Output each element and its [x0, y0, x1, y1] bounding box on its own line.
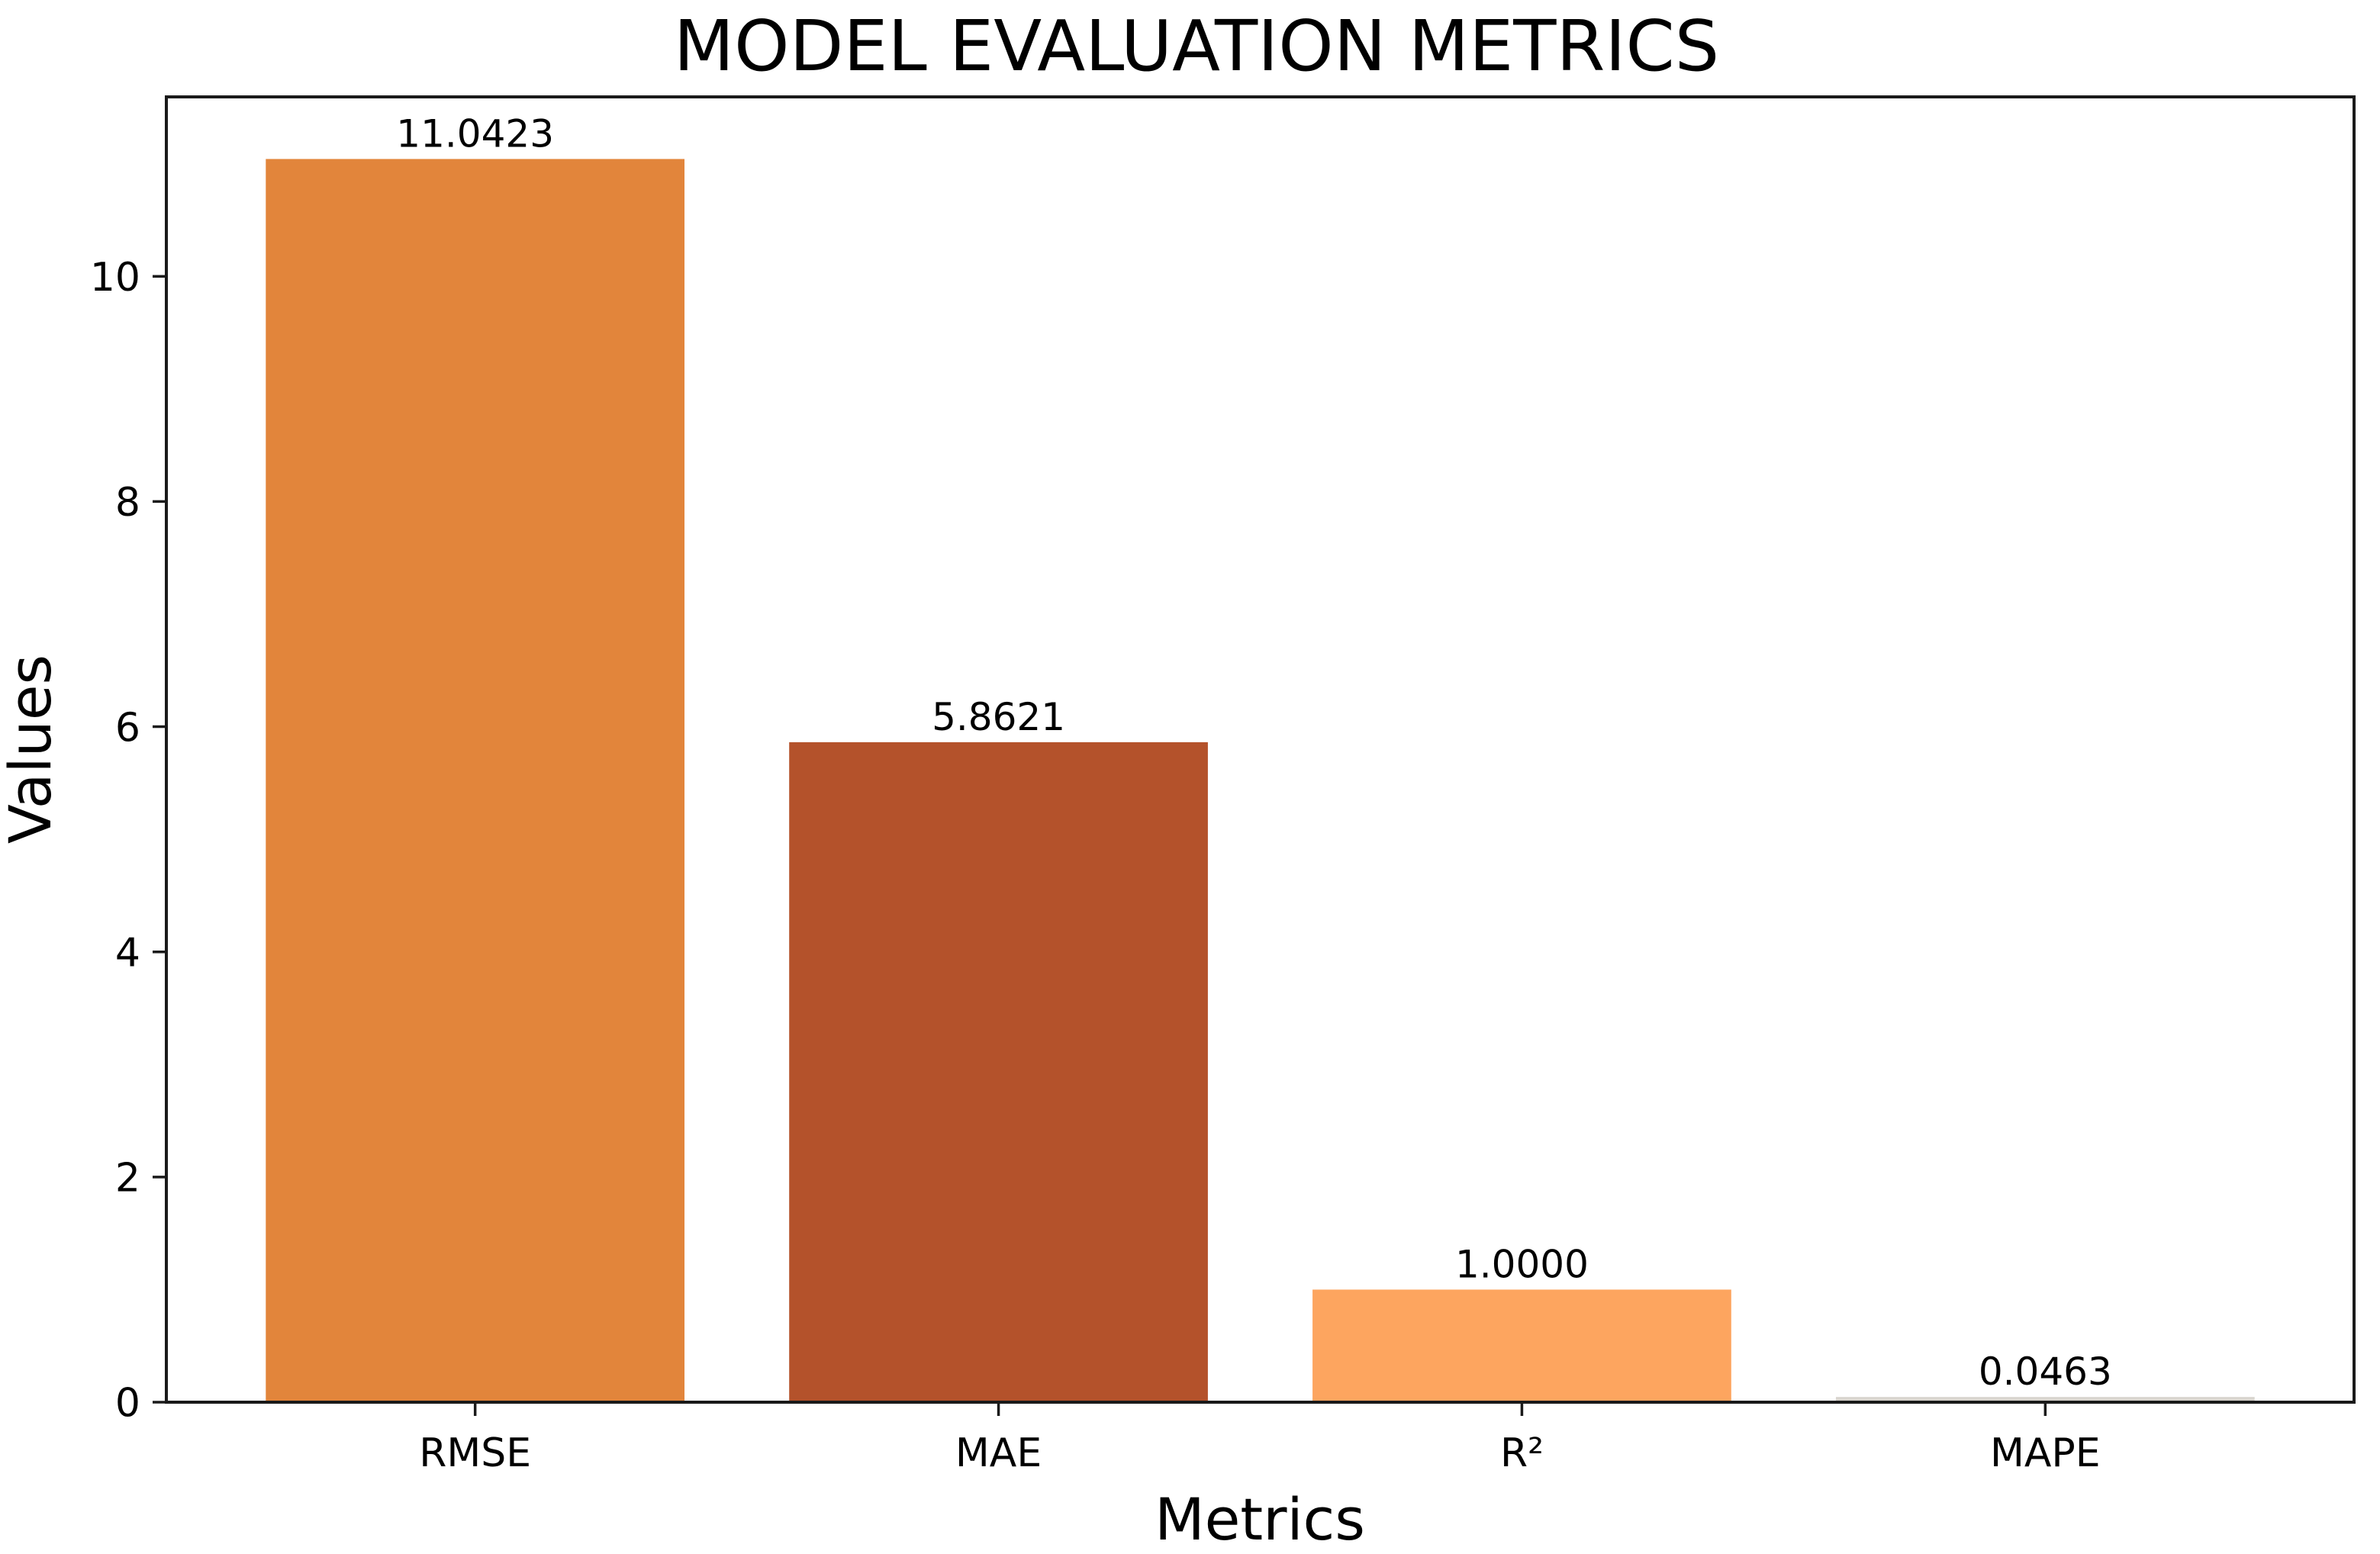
- bar-r2: [1312, 1289, 1731, 1402]
- plot-area: 0 2 4 6 8 10 RMSE 11.0423 MAE 5.8621 R² 1.0000 MAPE 0…: [90, 95, 2356, 1476]
- y-tick-label: 4: [115, 930, 140, 976]
- x-tick-label: MAPE: [1990, 1430, 2101, 1476]
- x-tick-label: RMSE: [419, 1430, 531, 1476]
- bar-rmse: [266, 159, 685, 1403]
- y-tick-label: 0: [115, 1381, 140, 1427]
- chart-title: MODEL EVALUATION METRICS: [674, 5, 1719, 87]
- y-tick-label: 8: [115, 480, 140, 526]
- y-tick-label: 6: [115, 705, 140, 751]
- x-tick-label: MAE: [955, 1430, 1042, 1476]
- plot-frame: [165, 95, 2356, 1404]
- y-axis-label: Values: [0, 655, 64, 844]
- bar-mae: [789, 742, 1208, 1402]
- y-tick-label: 10: [90, 255, 140, 301]
- y-tick-label: 2: [115, 1156, 140, 1202]
- bar-value-label: 11.0423: [396, 111, 554, 156]
- bar-mape: [1835, 1397, 2255, 1402]
- x-axis-label: Metrics: [1155, 1485, 1365, 1553]
- bar-value-label: 5.8621: [932, 695, 1065, 739]
- bar-value-label: 0.0463: [1979, 1350, 2112, 1394]
- x-tick-label: R²: [1500, 1430, 1544, 1476]
- bar-value-label: 1.0000: [1455, 1242, 1589, 1286]
